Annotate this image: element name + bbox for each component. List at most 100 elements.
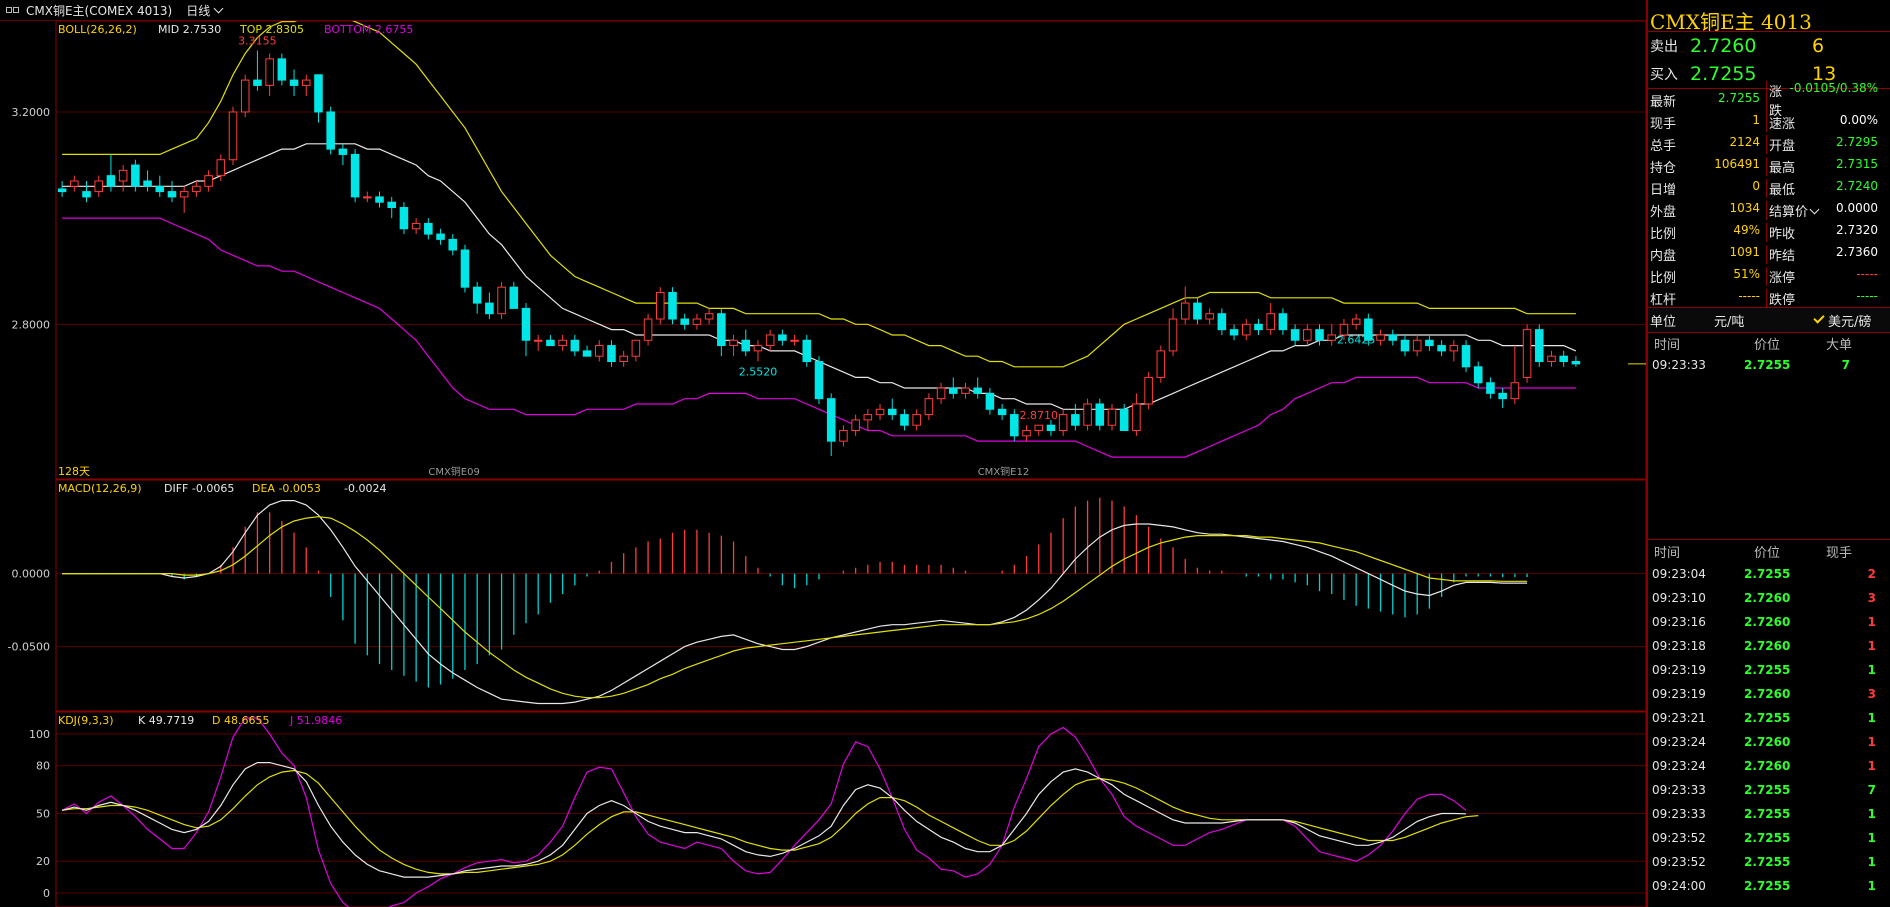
y-tick-label: 100: [29, 728, 50, 741]
candle-body: [1559, 355, 1568, 363]
candle-body: [314, 74, 323, 113]
bid-volume: 13: [1812, 63, 1837, 85]
stats-cell: 涨跌 -0.0105/0.38%: [1766, 81, 1884, 119]
bid-label: 买入: [1650, 67, 1678, 83]
tick-row: 09:23:52 2.7255 1: [1648, 826, 1890, 850]
tick-time: 09:23:24: [1652, 759, 1706, 773]
period-selector[interactable]: 日线: [186, 2, 225, 19]
contract-label: CMX铜E12: [978, 466, 1030, 478]
candle-body: [216, 159, 226, 177]
candle-body: [497, 286, 506, 315]
unit-label: 单位: [1650, 314, 1677, 330]
tick-row: 09:23:19 2.7260 3: [1648, 682, 1890, 706]
stats-cell: 杠杆 -----: [1648, 289, 1766, 308]
stat-value: -----: [1856, 266, 1878, 281]
tick-volume: 1: [1867, 855, 1876, 869]
candle-body: [1315, 329, 1324, 341]
candle-body: [668, 291, 677, 320]
candle-body: [375, 196, 384, 203]
chart-svg[interactable]: 3.2000 2.8000 3.3155 2.5520 2.8710 2.6425 CMX铜…: [0, 21, 1646, 907]
candle-body: [411, 222, 421, 230]
candle-body: [1339, 323, 1349, 336]
legend-name: MACD(12,26,9): [58, 482, 142, 495]
candle-body: [1229, 329, 1239, 336]
tick-price: 2.7255: [1744, 855, 1791, 869]
legend-d: D 48.6655: [212, 714, 269, 727]
candle-body: [143, 180, 152, 187]
candle-body: [1327, 334, 1337, 341]
unit-usd-option[interactable]: 美元/磅: [1828, 314, 1872, 330]
candle-body: [1058, 414, 1068, 432]
candle-body: [912, 414, 921, 426]
candle-body: [1351, 318, 1361, 325]
candle-body: [1400, 339, 1410, 352]
candle-body: [1193, 302, 1202, 320]
tick-time: 09:23:33: [1652, 783, 1706, 797]
stats-row: 内盘 1091 昨结 2.7360: [1648, 243, 1890, 265]
candle-body: [424, 222, 433, 235]
tick-price: 2.7260: [1744, 639, 1791, 653]
stat-label: 日增: [1650, 182, 1677, 198]
stat-label: 内盘: [1650, 248, 1677, 264]
candle-body: [448, 238, 458, 251]
candle-body: [851, 419, 860, 432]
big-order-volume: 7: [1841, 358, 1850, 372]
tick-time: 09:23:52: [1652, 855, 1706, 869]
candle-body: [985, 392, 995, 410]
y-tick-label: 3.2000: [12, 106, 51, 119]
tick-row: 09:23:16 2.7260 1: [1648, 610, 1890, 634]
stats-cell: 最高 2.7315: [1766, 156, 1884, 176]
candle-body: [533, 339, 543, 342]
stat-label: 最低: [1769, 182, 1796, 198]
window-icon[interactable]: [6, 5, 22, 15]
stat-value: 0.00%: [1839, 112, 1878, 127]
candle-body: [570, 339, 580, 352]
stat-label: 杠杆: [1650, 292, 1677, 308]
tick-row: 09:24:00 2.7255 1: [1648, 874, 1890, 898]
stat-label: 开盘: [1769, 138, 1796, 154]
tick-price: 2.7260: [1744, 735, 1791, 749]
candle-body: [631, 339, 641, 357]
big-order-list: 09:23:33 2.7255 7: [1648, 353, 1890, 539]
stats-cell: 涨停 -----: [1766, 266, 1884, 286]
tick-price: 2.7255: [1744, 879, 1791, 893]
stats-row: 杠杆 ----- 跌停 -----: [1648, 287, 1890, 309]
candle-body: [240, 79, 250, 113]
tick-list-header: 时间 价位 现手: [1648, 539, 1890, 562]
stat-value: 1: [1752, 112, 1760, 127]
stat-label: 结算价: [1769, 201, 1821, 220]
stats-row: 比例 49% 昨收 2.7320: [1648, 221, 1890, 243]
big-order-row: 09:23:33 2.7255 7: [1648, 353, 1890, 377]
y-tick-label: 20: [36, 855, 50, 868]
candle-body: [1290, 329, 1300, 341]
candle-body: [887, 408, 897, 416]
stat-value: 106491: [1714, 156, 1760, 171]
quote-title: CMX铜E主 4013: [1648, 0, 1890, 34]
legend-top: TOP 2.8305: [239, 23, 304, 36]
candle-body: [326, 111, 335, 150]
candle-body: [1241, 323, 1251, 336]
candle-body: [1498, 392, 1507, 400]
stat-label: 昨结: [1769, 248, 1796, 264]
tick-row: 09:23:24 2.7260 1: [1648, 730, 1890, 754]
stat-value: 51%: [1733, 266, 1760, 281]
stats-cell: 最低 2.7240: [1766, 178, 1884, 198]
big-order-price: 2.7255: [1744, 358, 1791, 372]
candle-body: [1278, 313, 1288, 331]
unit-cny-option[interactable]: 元/吨: [1714, 314, 1745, 330]
stat-value: 2.7240: [1836, 178, 1878, 193]
tick-price: 2.7260: [1744, 591, 1791, 605]
chevron-down-icon[interactable]: [1809, 204, 1820, 214]
stat-label: 最新: [1650, 94, 1677, 110]
tick-volume: 1: [1867, 663, 1876, 677]
candle-body: [1303, 329, 1312, 341]
stats-cell: 昨收 2.7320: [1766, 222, 1884, 242]
stats-cell: 内盘 1091: [1648, 245, 1766, 264]
candle-body: [1168, 318, 1178, 352]
candle-body: [1083, 403, 1092, 426]
stats-table: 最新 2.7255 涨跌 -0.0105/0.38% 现手 1 速涨 0.00% 总手 2124 开…: [1648, 81, 1890, 309]
stats-cell: 比例 49%: [1648, 223, 1766, 242]
stat-label: 涨跌: [1769, 85, 1783, 119]
chevron-down-icon: [213, 3, 224, 14]
candle-body: [839, 430, 848, 442]
